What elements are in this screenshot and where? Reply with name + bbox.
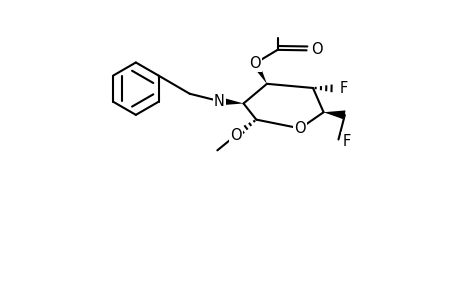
- Text: O: O: [230, 128, 241, 143]
- Polygon shape: [323, 110, 345, 120]
- Polygon shape: [252, 61, 266, 84]
- Text: O: O: [310, 42, 322, 57]
- Polygon shape: [218, 97, 243, 105]
- Text: O: O: [249, 56, 260, 71]
- Text: F: F: [341, 134, 350, 148]
- Text: F: F: [339, 81, 347, 96]
- Text: N: N: [213, 94, 224, 109]
- Text: O: O: [294, 121, 305, 136]
